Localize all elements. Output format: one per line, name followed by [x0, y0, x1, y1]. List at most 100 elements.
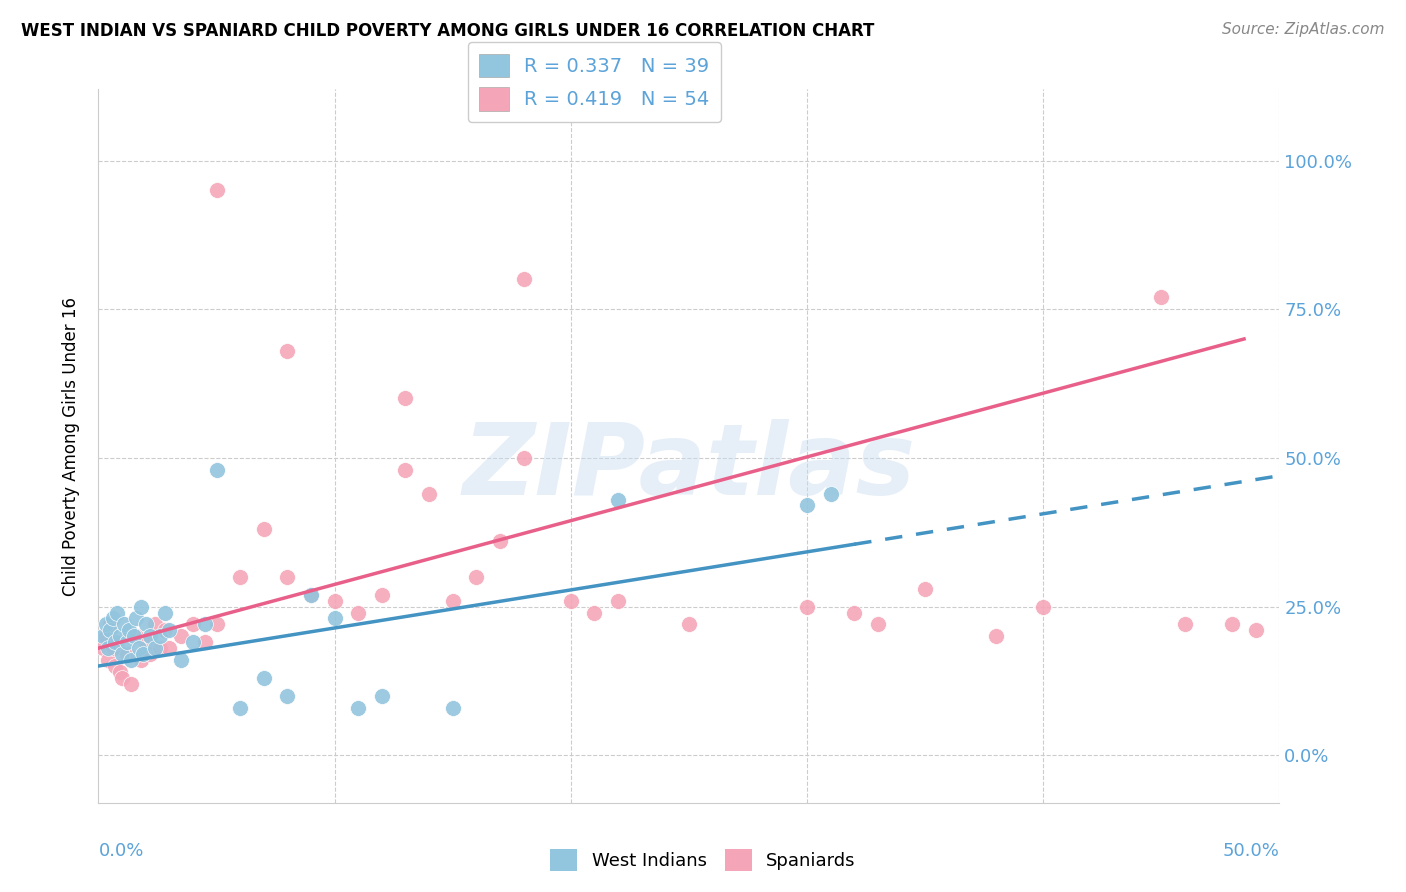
Point — [170, 653, 193, 667]
Point — [129, 653, 152, 667]
Point — [229, 700, 252, 714]
Point — [139, 629, 162, 643]
Point — [678, 617, 700, 632]
Point — [91, 641, 114, 656]
Point — [276, 343, 298, 358]
Legend: West Indians, Spaniards: West Indians, Spaniards — [543, 842, 863, 879]
Point — [394, 392, 416, 406]
Point — [394, 463, 416, 477]
Point — [121, 677, 143, 691]
Point — [323, 611, 346, 625]
Point — [111, 647, 134, 661]
Point — [108, 665, 131, 679]
Point — [153, 624, 176, 638]
Point — [1220, 617, 1243, 632]
Point — [105, 606, 128, 620]
Point — [139, 647, 162, 661]
Point — [98, 617, 121, 632]
Point — [157, 624, 180, 638]
Point — [229, 570, 252, 584]
Point — [108, 629, 131, 643]
Point — [132, 647, 155, 661]
Point — [135, 635, 157, 649]
Text: ZIPatlas: ZIPatlas — [463, 419, 915, 516]
Point — [97, 641, 120, 656]
Point — [104, 635, 127, 649]
Point — [205, 463, 228, 477]
Text: 0.0%: 0.0% — [98, 842, 143, 860]
Point — [299, 588, 322, 602]
Point — [194, 617, 217, 632]
Point — [441, 593, 464, 607]
Point — [489, 534, 512, 549]
Point — [97, 653, 120, 667]
Point — [984, 629, 1007, 643]
Point — [371, 588, 394, 602]
Point — [91, 629, 114, 643]
Y-axis label: Child Poverty Among Girls Under 16: Child Poverty Among Girls Under 16 — [62, 296, 80, 596]
Point — [276, 689, 298, 703]
Point — [276, 570, 298, 584]
Point — [125, 629, 148, 643]
Point — [143, 641, 166, 656]
Point — [105, 635, 128, 649]
Point — [94, 629, 117, 643]
Point — [101, 611, 124, 625]
Point — [157, 641, 180, 656]
Point — [465, 570, 488, 584]
Point — [135, 617, 157, 632]
Text: WEST INDIAN VS SPANIARD CHILD POVERTY AMONG GIRLS UNDER 16 CORRELATION CHART: WEST INDIAN VS SPANIARD CHILD POVERTY AM… — [21, 22, 875, 40]
Legend: R = 0.337   N = 39, R = 0.419   N = 54: R = 0.337 N = 39, R = 0.419 N = 54 — [468, 42, 721, 122]
Text: 50.0%: 50.0% — [1223, 842, 1279, 860]
Point — [607, 593, 630, 607]
Point — [125, 611, 148, 625]
Point — [111, 671, 134, 685]
Point — [112, 617, 135, 632]
Point — [118, 624, 141, 638]
Point — [347, 700, 370, 714]
Point — [253, 671, 276, 685]
Point — [796, 599, 818, 614]
Point — [94, 617, 117, 632]
Point — [104, 659, 127, 673]
Point — [153, 606, 176, 620]
Point — [583, 606, 606, 620]
Point — [253, 522, 276, 536]
Point — [371, 689, 394, 703]
Point — [121, 653, 143, 667]
Point — [129, 599, 152, 614]
Point — [607, 492, 630, 507]
Point — [1174, 617, 1197, 632]
Point — [512, 272, 534, 286]
Point — [1150, 290, 1173, 304]
Point — [323, 593, 346, 607]
Point — [418, 486, 440, 500]
Point — [149, 629, 172, 643]
Point — [441, 700, 464, 714]
Point — [170, 629, 193, 643]
Point — [512, 450, 534, 465]
Point — [1244, 624, 1267, 638]
Point — [347, 606, 370, 620]
Point — [299, 588, 322, 602]
Point — [914, 582, 936, 596]
Point — [181, 617, 204, 632]
Point — [149, 641, 172, 656]
Point — [194, 635, 217, 649]
Point — [181, 635, 204, 649]
Point — [796, 499, 818, 513]
Point — [115, 635, 138, 649]
Point — [98, 624, 121, 638]
Point — [115, 647, 138, 661]
Point — [560, 593, 582, 607]
Point — [844, 606, 866, 620]
Point — [143, 617, 166, 632]
Point — [205, 617, 228, 632]
Point — [820, 486, 842, 500]
Point — [205, 183, 228, 197]
Point — [866, 617, 889, 632]
Point — [1032, 599, 1054, 614]
Text: Source: ZipAtlas.com: Source: ZipAtlas.com — [1222, 22, 1385, 37]
Point — [122, 629, 145, 643]
Point — [101, 641, 124, 656]
